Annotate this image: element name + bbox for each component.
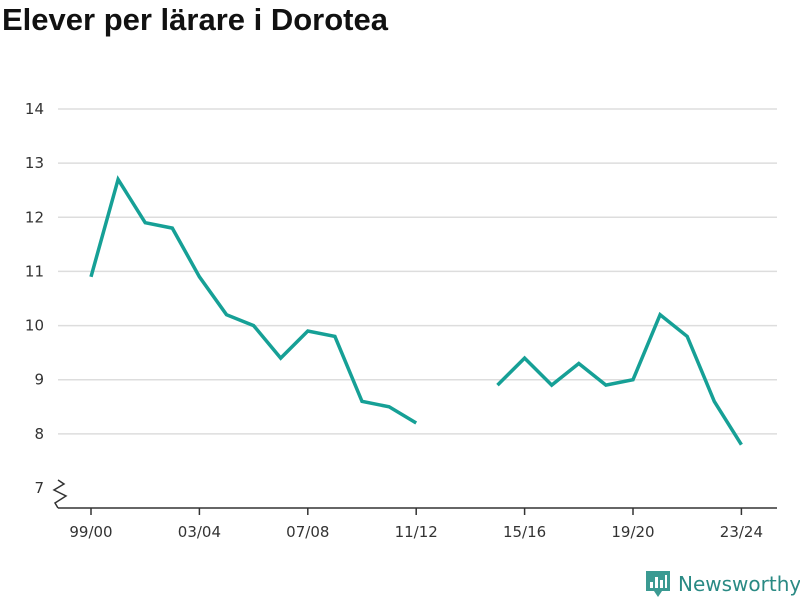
y-axis-break-icon [52,479,68,509]
y-tick-label: 8 [34,425,44,443]
series-line-segment [89,175,418,425]
y-tick-label: 14 [25,100,44,118]
newsworthy-logo-icon [646,571,670,597]
y-tick-label: 10 [25,317,44,335]
y-tick-label: 11 [25,262,44,280]
series-line-segment [496,311,743,446]
y-axis-ticks: 7 8 9 10 11 12 13 14 [25,100,44,497]
axis-break-zigzag [52,479,68,509]
x-tick-label: 19/20 [611,523,654,541]
newsworthy-logo: Newsworthy [644,569,800,599]
x-tick-label: 99/00 [69,523,112,541]
chart-title: Elever per lärare i Dorotea [2,2,388,37]
y-tick-label: 9 [34,371,44,389]
x-tick-label: 23/24 [720,523,763,541]
x-tick-label: 07/08 [286,523,329,541]
y-tick-label: 7 [34,479,44,497]
x-tick-label: 15/16 [503,523,546,541]
x-tick-label: 03/04 [178,523,221,541]
brand-name: Newsworthy [678,572,800,596]
y-tick-label: 12 [25,208,44,226]
x-tick-label: 11/12 [395,523,438,541]
y-tick-label: 13 [25,154,44,172]
x-axis: 99/00 03/04 07/08 11/12 15/16 19/20 23/24 [58,507,777,541]
gridlines [58,108,777,435]
series-lines [89,175,743,446]
